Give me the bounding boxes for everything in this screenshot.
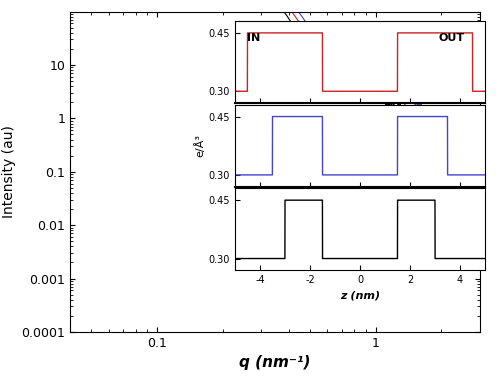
X-axis label: z (nm): z (nm) <box>340 291 380 301</box>
Text: OUT: OUT <box>439 34 465 44</box>
Y-axis label: Intensity (au): Intensity (au) <box>2 125 16 218</box>
Text: IN: IN <box>248 34 261 44</box>
X-axis label: q (nm⁻¹): q (nm⁻¹) <box>240 356 311 371</box>
Y-axis label: e/Å³: e/Å³ <box>195 134 206 157</box>
